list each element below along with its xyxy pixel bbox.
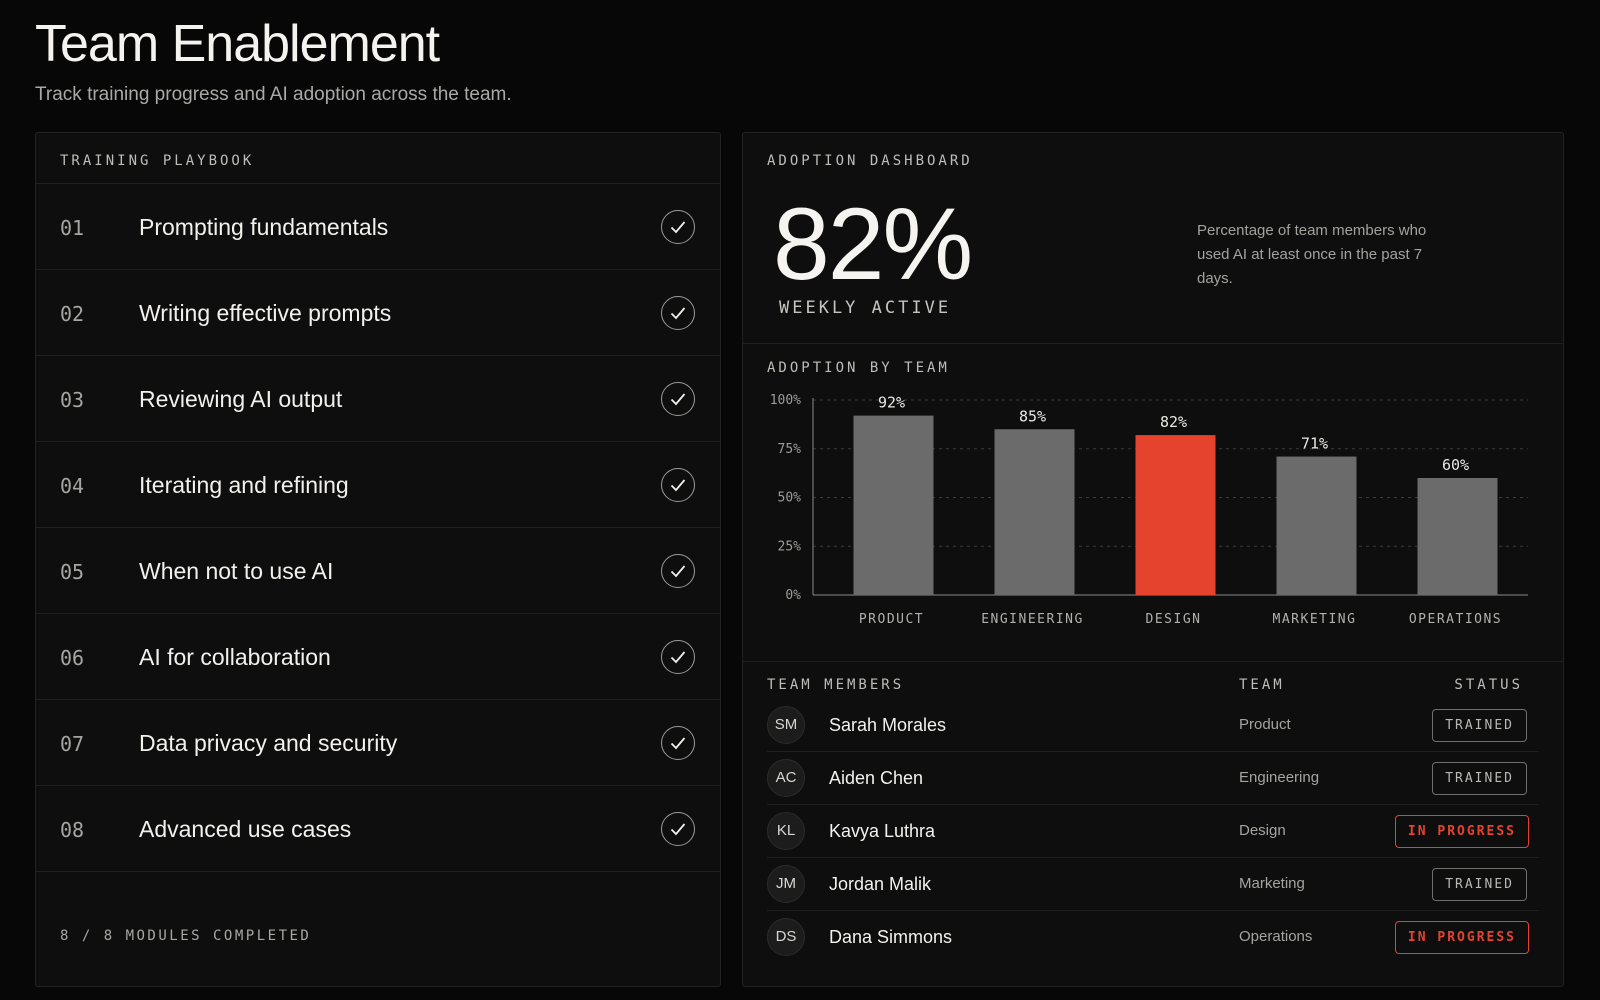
y-tick-label: 0% [785,588,801,603]
module-number: 03 [60,388,85,412]
modules-completed-count: 8 / 8 MODULES COMPLETED [60,928,312,944]
avatar: SM [767,706,805,744]
divider [36,183,720,184]
x-tick-label: OPERATIONS [1409,612,1502,627]
dashboard-label: ADOPTION DASHBOARD [767,153,973,169]
data-label: 71% [1301,435,1328,453]
member-team: Operations [1239,928,1313,945]
bar-operations [1417,478,1498,595]
avatar: DS [767,918,805,956]
member-team: Product [1239,716,1291,733]
module-title: AI for collaboration [139,644,331,670]
bar-product [853,415,934,595]
data-label: 60% [1442,456,1469,474]
status-column-header: STATUS [1454,677,1523,693]
module-title: Advanced use cases [139,816,352,842]
module-title: Iterating and refining [139,472,349,498]
status-badge: IN PROGRESS [1394,815,1529,848]
data-label: 85% [1019,407,1046,425]
x-tick-label: ENGINEERING [981,612,1084,627]
x-tick-label: PRODUCT [859,612,924,627]
module-row[interactable]: 07 Data privacy and security [36,700,720,786]
member-row[interactable]: SM Sarah Morales Product TRAINED [767,699,1539,752]
module-title: Prompting fundamentals [139,214,389,240]
status-badge: TRAINED [1432,868,1527,901]
member-row[interactable]: KL Kavya Luthra Design IN PROGRESS [767,805,1539,858]
check-circle-icon [661,468,695,502]
y-tick-label: 75% [778,442,802,457]
divider [743,661,1563,662]
weekly-active-value: 82% [773,187,973,301]
bar-design [1135,435,1216,595]
module-row[interactable]: 02 Writing effective prompts [36,270,720,356]
adoption-bar-chart: 0% 25% 50% 75% 100% 92% PRODUCT 85% ENGINEERING 8… [770,393,1528,627]
member-row[interactable]: JM Jordan Malik Marketing TRAINED [767,858,1539,911]
check-circle-icon [661,726,695,760]
module-row[interactable]: 05 When not to use AI [36,528,720,614]
module-title: Reviewing AI output [139,386,343,412]
check-circle-icon [661,210,695,244]
member-team: Engineering [1239,769,1320,786]
module-title: Writing effective prompts [139,300,392,326]
playbook-label: TRAINING PLAYBOOK [60,153,255,169]
x-tick-label: MARKETING [1273,612,1357,627]
member-name: Kavya Luthra [829,821,936,841]
module-number: 01 [60,216,85,240]
divider [743,343,1563,344]
check-circle-icon [661,296,695,330]
member-name: Aiden Chen [829,768,924,788]
module-row[interactable]: 04 Iterating and refining [36,442,720,528]
status-badge: TRAINED [1432,762,1527,795]
y-tick-label: 25% [778,539,802,554]
team-column-header: TEAM [1239,677,1285,693]
adoption-dashboard-panel: ADOPTION DASHBOARD 82% WEEKLY ACTIVE Per… [742,132,1564,987]
module-number: 07 [60,732,85,756]
check-circle-icon [661,640,695,674]
module-number: 02 [60,302,85,326]
module-row[interactable]: 01 Prompting fundamentals [36,184,720,270]
training-playbook-panel: TRAINING PLAYBOOK 01 Prompting fundament… [35,132,721,987]
x-tick-label: DESIGN [1146,612,1202,627]
stat-description: Percentage of team members who used AI a… [1197,222,1427,287]
check-circle-icon [661,382,695,416]
avatar: JM [767,865,805,903]
data-label: 92% [878,394,905,412]
module-number: 06 [60,646,85,670]
avatar: AC [767,759,805,797]
module-row[interactable]: 03 Reviewing AI output [36,356,720,442]
check-circle-icon [661,812,695,846]
member-row[interactable]: DS Dana Simmons Operations IN PROGRESS [767,911,1539,964]
members-header: TEAM MEMBERS [767,677,905,693]
module-number: 04 [60,474,85,498]
members-list: SM Sarah Morales Product TRAINED AC Aide… [767,699,1539,964]
module-number: 08 [60,818,85,842]
module-row[interactable]: 08 Advanced use cases [36,786,720,872]
data-label: 82% [1160,413,1187,431]
avatar: KL [767,812,805,850]
page-subtitle: Track training progress and AI adoption … [35,84,512,105]
module-list: 01 Prompting fundamentals 02 Writing eff… [36,184,720,872]
y-tick-label: 100% [770,393,801,408]
member-name: Sarah Morales [829,715,947,735]
module-title: When not to use AI [139,558,334,584]
member-name: Dana Simmons [829,927,953,947]
module-title: Data privacy and security [139,730,398,756]
chart-title: ADOPTION BY TEAM [767,360,950,376]
y-tick-label: 50% [778,491,802,506]
member-team: Design [1239,822,1286,839]
module-row[interactable]: 06 AI for collaboration [36,614,720,700]
bar-marketing [1276,456,1357,595]
page-title: Team Enablement [35,15,440,73]
status-badge: IN PROGRESS [1394,921,1529,954]
weekly-active-label: WEEKLY ACTIVE [779,298,952,318]
member-team: Marketing [1239,875,1305,892]
member-name: Jordan Malik [829,874,932,894]
check-circle-icon [661,554,695,588]
status-badge: TRAINED [1432,709,1527,742]
member-row[interactable]: AC Aiden Chen Engineering TRAINED [767,752,1539,805]
module-number: 05 [60,560,85,584]
bar-engineering [994,429,1075,595]
